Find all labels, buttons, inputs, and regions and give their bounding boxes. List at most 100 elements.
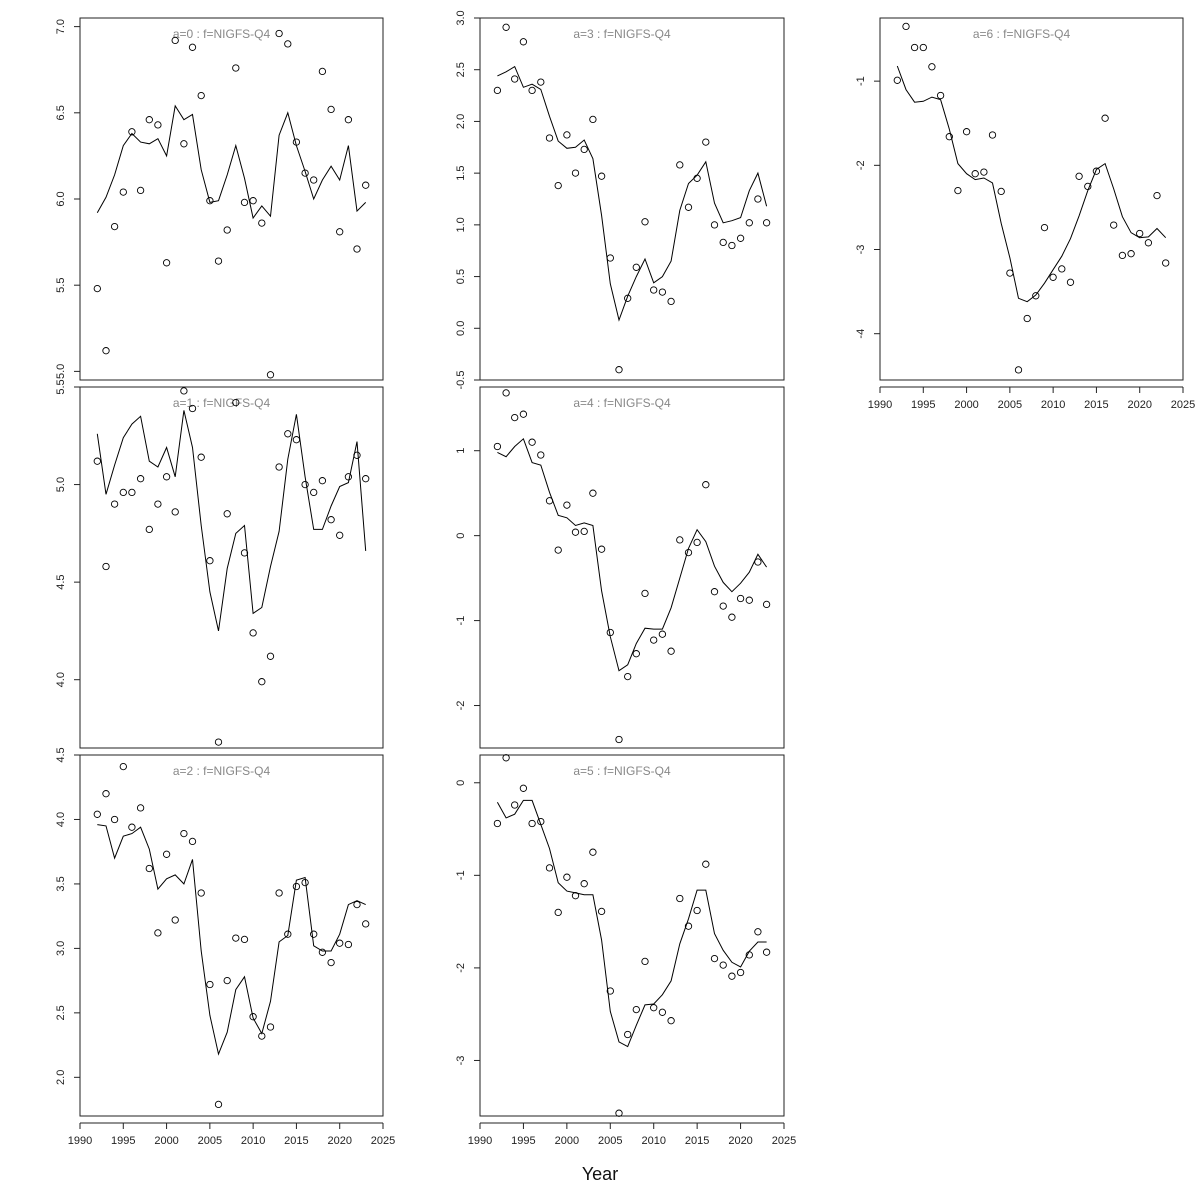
fitted-line — [896, 65, 1167, 303]
observed-point — [702, 138, 710, 146]
observed-point — [102, 562, 110, 571]
observed-point — [658, 630, 667, 638]
observed-point — [624, 1030, 632, 1039]
observed-point — [519, 410, 528, 418]
observed-point — [719, 602, 727, 610]
observed-point — [344, 473, 353, 481]
observed-point — [128, 128, 136, 136]
observed-point — [310, 176, 318, 184]
observed-point — [502, 23, 510, 31]
observed-point — [1032, 292, 1040, 300]
panel-title: a=4 : f=NIGFS-Q4 — [573, 396, 671, 410]
observed-point — [206, 980, 214, 989]
x-tick-label: 2025 — [772, 1135, 796, 1147]
y-tick-label: 4.0 — [55, 672, 67, 687]
x-tick-label: 2005 — [998, 399, 1022, 411]
y-tick-label: -1 — [455, 616, 467, 626]
observed-point — [353, 245, 361, 253]
y-tick-label: -2 — [455, 963, 467, 973]
observed-point — [632, 650, 640, 658]
observed-point — [528, 819, 536, 828]
observed-point — [1066, 278, 1075, 286]
observed-point — [511, 801, 519, 809]
observed-point — [318, 948, 327, 956]
observed-point — [318, 67, 327, 76]
observed-point — [206, 197, 214, 205]
x-tick-label: 2020 — [728, 1135, 752, 1147]
x-tick-label: 2010 — [641, 1135, 665, 1147]
observed-point — [154, 500, 162, 508]
observed-point — [606, 254, 614, 262]
observed-point — [336, 531, 344, 539]
observed-point — [275, 29, 283, 38]
observed-point — [162, 850, 171, 858]
y-tick-label: 3.5 — [55, 876, 67, 891]
observed-point — [128, 488, 136, 497]
y-tick-label: 5.0 — [55, 364, 67, 379]
plot-frame — [879, 17, 1184, 381]
y-tick-label: 1 — [455, 448, 467, 454]
observed-point — [702, 481, 710, 489]
y-tick-label: 2.5 — [455, 62, 467, 77]
observed-point — [658, 1008, 667, 1016]
observed-point — [240, 935, 249, 944]
y-tick-label: 5.5 — [55, 278, 67, 293]
observed-point — [745, 219, 753, 227]
observed-point — [658, 288, 667, 296]
observed-point — [493, 86, 502, 95]
observed-point — [710, 588, 719, 596]
observed-point — [624, 672, 632, 681]
x-tick-label: 1990 — [868, 399, 892, 411]
y-tick-label: 4.0 — [55, 812, 67, 827]
x-axis-label: Year — [582, 1164, 618, 1184]
observed-point — [1049, 273, 1057, 281]
observed-point — [232, 64, 240, 72]
observed-point — [762, 219, 771, 227]
x-tick-label: 2020 — [1127, 399, 1151, 411]
y-tick-label: -1 — [455, 870, 467, 880]
observed-point — [528, 438, 536, 446]
observed-point — [519, 38, 528, 46]
observed-point — [327, 958, 335, 967]
x-tick-label: 2025 — [371, 1135, 395, 1147]
observed-point — [145, 116, 153, 124]
observed-point — [676, 536, 684, 544]
observed-point — [223, 226, 231, 234]
observed-point — [292, 436, 301, 444]
observed-point — [519, 784, 528, 792]
observed-point — [284, 40, 292, 48]
y-tick-label: 6.0 — [55, 191, 67, 206]
x-tick-label: 2000 — [555, 1135, 579, 1147]
observed-point — [580, 880, 588, 888]
observed-point — [554, 181, 562, 190]
x-tick-label: 2015 — [685, 1135, 709, 1147]
observed-point — [693, 906, 701, 915]
observed-point — [754, 195, 762, 203]
observed-point — [171, 36, 179, 45]
observed-point — [597, 172, 606, 180]
x-tick-label: 1995 — [511, 1135, 535, 1147]
observed-point — [988, 131, 997, 139]
panel-a4: a=4 : f=NIGFS-Q4 -2 -1 0 1 — [455, 386, 785, 749]
y-tick-label: -3 — [455, 1056, 467, 1066]
observed-point — [545, 134, 554, 142]
x-tick-label: 1990 — [68, 1135, 92, 1147]
y-tick-label: 0 — [455, 780, 467, 786]
observed-point — [275, 889, 283, 897]
observed-point — [563, 501, 571, 509]
observed-point — [284, 430, 292, 438]
observed-point — [676, 161, 684, 169]
panel-title: a=1 : f=NIGFS-Q4 — [173, 396, 271, 410]
observed-point — [606, 987, 614, 995]
observed-point — [344, 940, 353, 949]
plot-frame — [79, 386, 384, 749]
observed-point — [292, 882, 301, 891]
observed-point — [893, 76, 901, 84]
observed-point — [945, 133, 953, 141]
observed-point — [580, 527, 588, 536]
observed-point — [154, 121, 162, 129]
observed-point — [258, 219, 266, 227]
observed-point — [632, 1005, 640, 1014]
observed-point — [736, 234, 745, 242]
observed-point — [240, 549, 249, 557]
